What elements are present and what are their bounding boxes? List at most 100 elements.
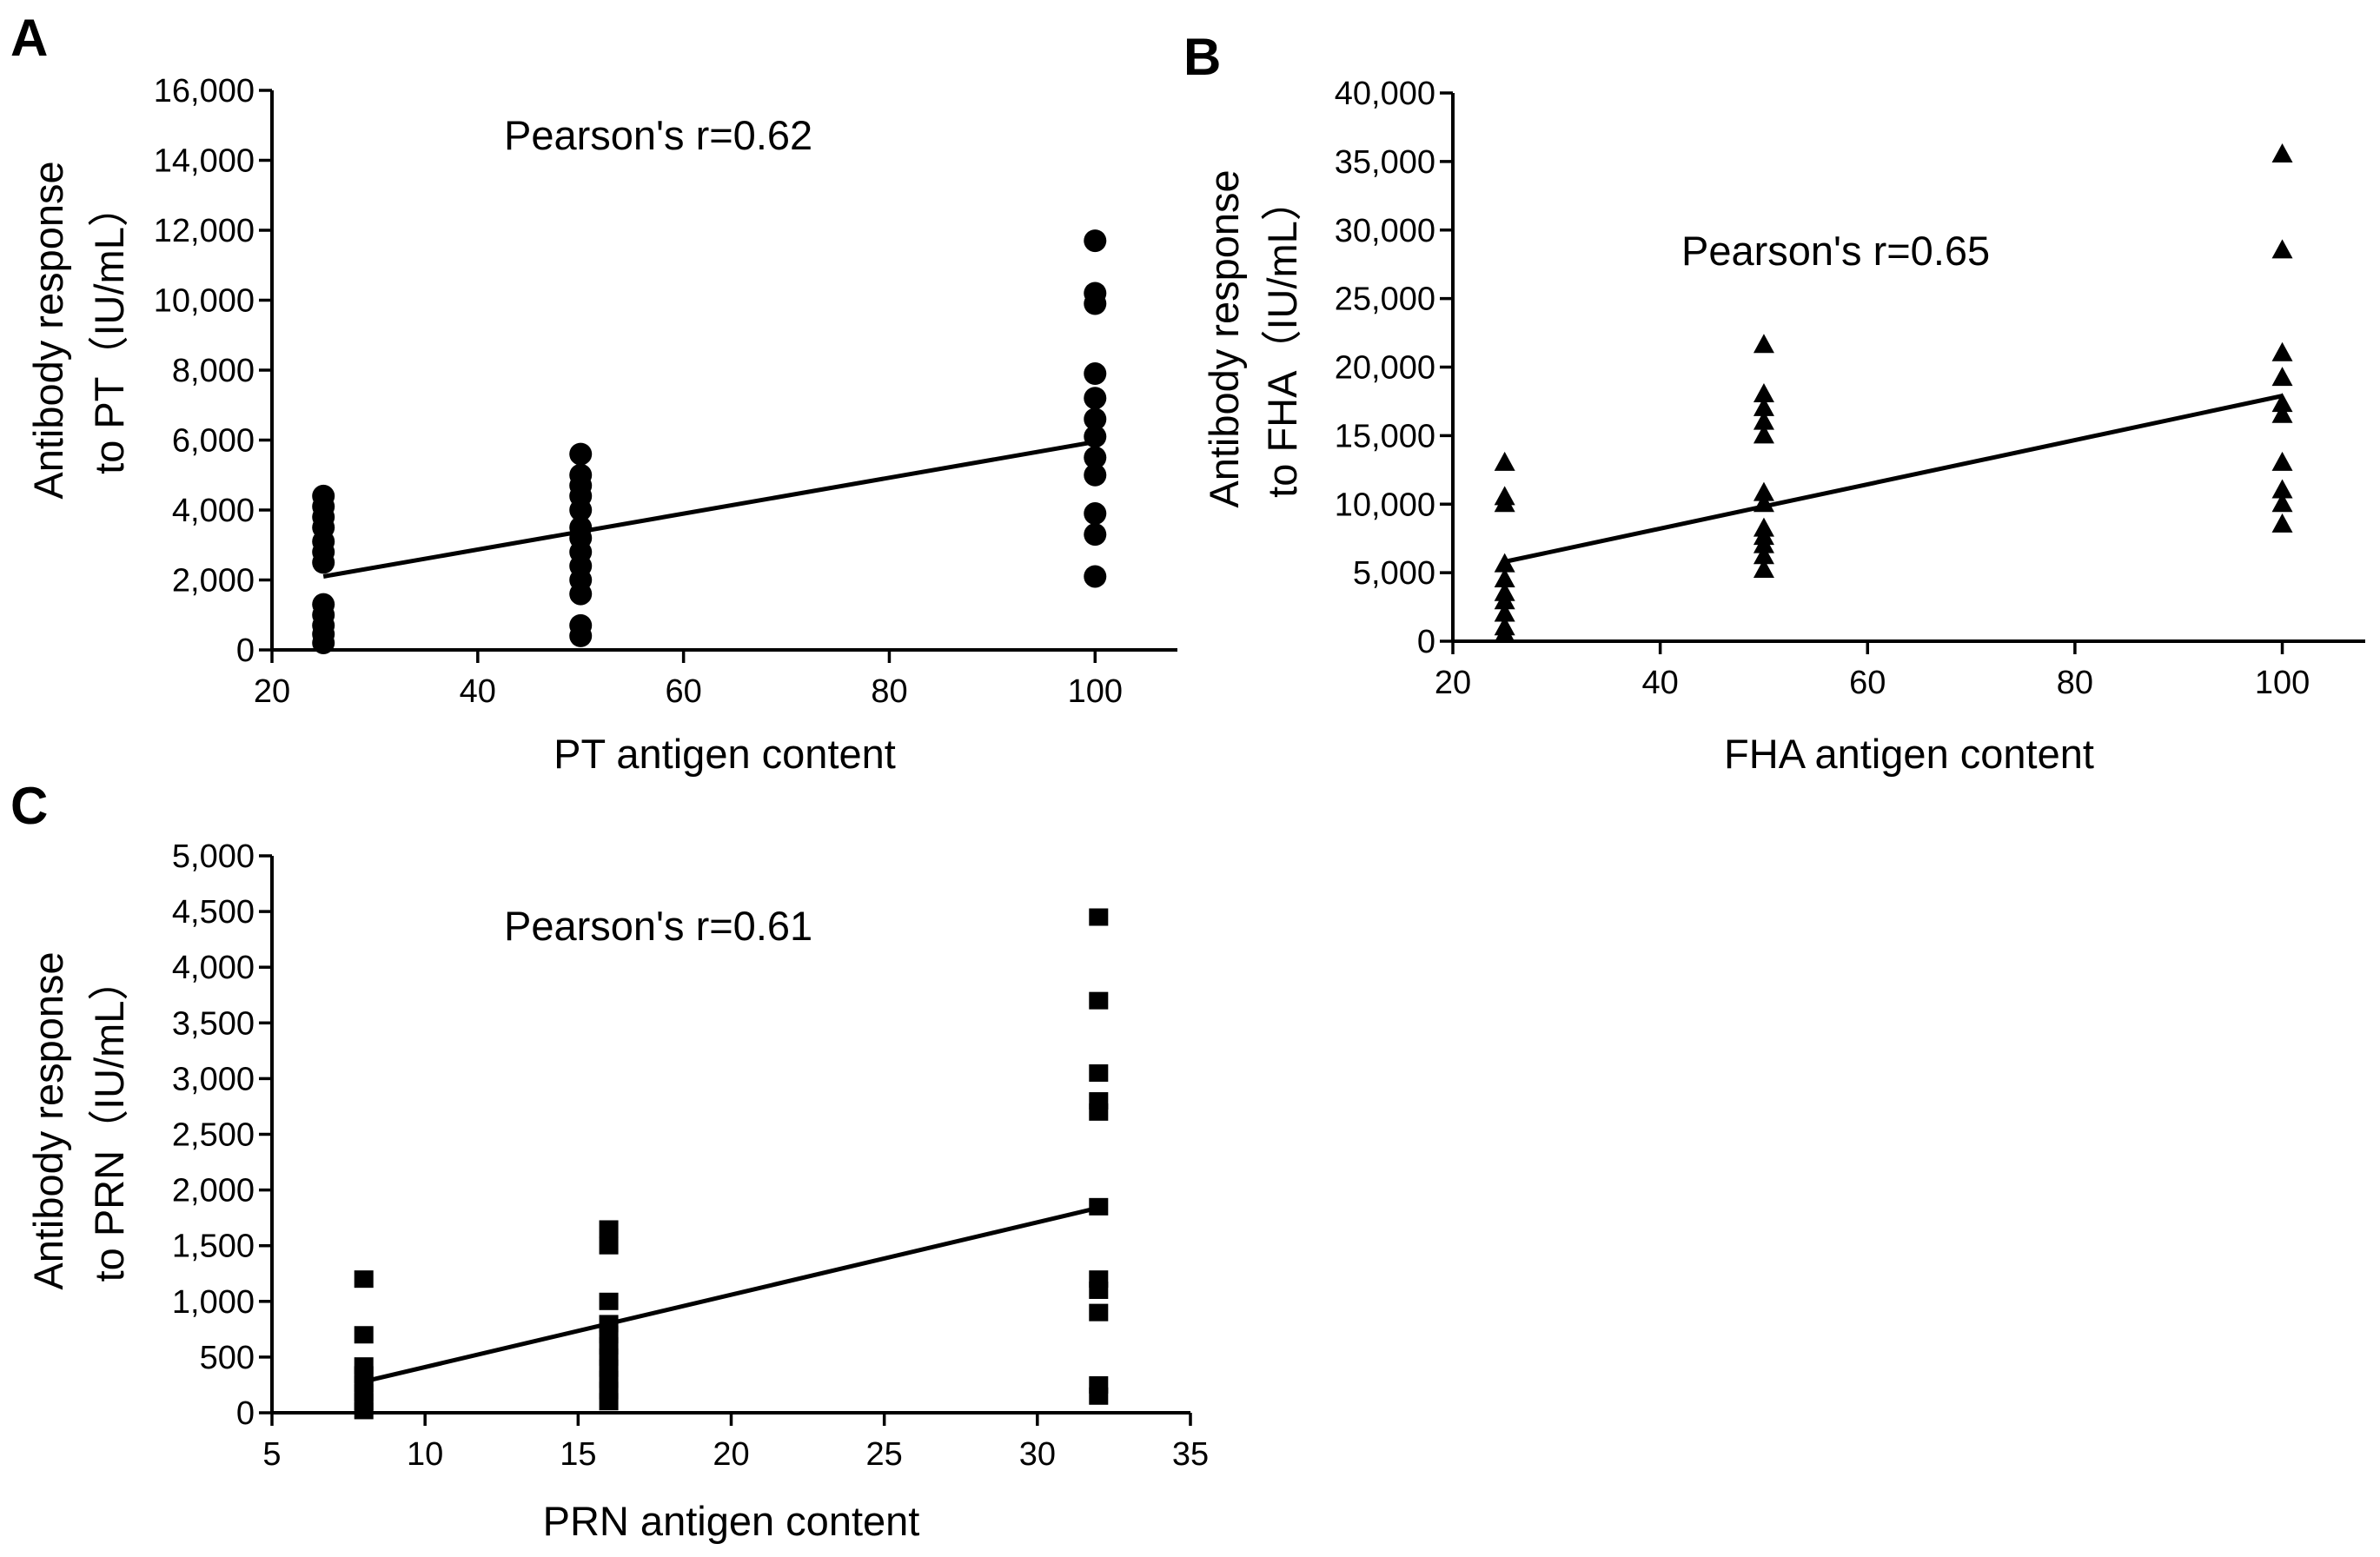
- panel-letter: B: [1183, 28, 1221, 86]
- data-point: [1753, 383, 1774, 403]
- data-point: [1089, 1375, 1109, 1394]
- x-tick-label: 20: [713, 1436, 749, 1473]
- data-point: [1084, 523, 1107, 547]
- data-point: [1494, 553, 1515, 573]
- y-tick-label: 8,000: [172, 353, 255, 389]
- panel-letter: A: [10, 9, 48, 67]
- data-point: [569, 613, 593, 637]
- data-point: [1753, 517, 1774, 537]
- y-tick-label: 12,000: [154, 213, 255, 249]
- data-point: [1084, 463, 1107, 487]
- y-tick-label: 35,000: [1335, 144, 1435, 181]
- data-point: [1089, 991, 1109, 1010]
- y-axis-title-line-2: to PT（IU/mL）: [86, 186, 132, 474]
- data-point: [1753, 493, 1774, 513]
- data-point: [1494, 616, 1515, 636]
- y-tick-label: 20,000: [1335, 350, 1435, 387]
- y-tick-label: 16,000: [154, 73, 255, 109]
- y-tick-label: 500: [200, 1340, 255, 1376]
- data-point: [1084, 387, 1107, 410]
- data-point: [569, 516, 593, 540]
- y-axis-title-line-2: to PRN（IU/mL）: [86, 960, 132, 1282]
- x-tick-label: 5: [262, 1436, 281, 1473]
- data-point: [354, 1270, 374, 1289]
- y-axis-title-line-2: to FHA（IU/mL）: [1259, 180, 1305, 498]
- data-point: [1753, 334, 1774, 354]
- data-point: [599, 1292, 619, 1310]
- x-tick-label: 20: [254, 673, 290, 710]
- y-tick-label: 2,500: [172, 1117, 255, 1154]
- data-point: [2271, 513, 2293, 533]
- data-point: [1494, 581, 1515, 601]
- data-point: [354, 1326, 374, 1344]
- pearson-annotation: Pearson's r=0.61: [504, 903, 812, 949]
- data-point: [1084, 229, 1107, 253]
- x-tick-label: 60: [1849, 665, 1886, 701]
- panel-c: C 0 500 1,000 1,500 2,000 2,500 3,000 3,500 4,000…: [10, 777, 1209, 1544]
- x-tick-label: 30: [1019, 1436, 1056, 1473]
- data-point: [2271, 341, 2293, 361]
- data-point: [312, 484, 335, 507]
- data-point: [599, 1236, 619, 1255]
- y-tick-label: 4,000: [172, 950, 255, 986]
- data-point: [1089, 908, 1109, 926]
- data-point: [1753, 396, 1774, 416]
- y-tick-label: 5,000: [172, 838, 255, 875]
- x-tick-label: 40: [1641, 665, 1678, 701]
- y-tick-label: 2,000: [172, 563, 255, 600]
- y-tick-label: 0: [236, 633, 255, 669]
- data-point: [1084, 425, 1107, 448]
- regression-line: [322, 440, 1096, 579]
- y-tick-label: 5,000: [1353, 555, 1435, 592]
- panel-a: A 0 2,000 4,000 6,000 8,000 10,000 12,000 14,000…: [10, 9, 1177, 777]
- x-tick-label: 35: [1172, 1436, 1209, 1473]
- data-point: [1494, 602, 1515, 622]
- data-point: [1753, 545, 1774, 565]
- data-point: [312, 593, 335, 616]
- data-point: [2271, 367, 2293, 387]
- x-axis-title: FHA antigen content: [1724, 731, 2094, 777]
- panel-letter: C: [10, 777, 48, 835]
- x-tick-label: 100: [1068, 673, 1123, 710]
- panel-b: B 0 5,000 10,000 15,000 20,000 25,000 30,000 35,…: [1183, 28, 2365, 777]
- data-point: [2271, 451, 2293, 471]
- x-axis-title: PT antigen content: [554, 731, 896, 777]
- y-tick-label: 1,500: [172, 1229, 255, 1265]
- data-point: [354, 1357, 374, 1375]
- y-tick-label: 40,000: [1335, 76, 1435, 112]
- y-tick-label: 2,000: [172, 1173, 255, 1209]
- data-point: [569, 463, 593, 487]
- y-tick-label: 15,000: [1335, 418, 1435, 454]
- x-tick-label: 40: [460, 673, 496, 710]
- data-point: [1084, 446, 1107, 469]
- y-tick-label: 14,000: [154, 143, 255, 180]
- data-point: [1089, 1197, 1109, 1216]
- x-tick-label: 80: [871, 673, 907, 710]
- regression-line: [363, 1205, 1099, 1384]
- pearson-annotation: Pearson's r=0.62: [504, 112, 812, 158]
- data-point: [1084, 565, 1107, 588]
- y-tick-label: 25,000: [1335, 282, 1435, 318]
- x-tick-label: 80: [2057, 665, 2093, 701]
- y-tick-label: 3,500: [172, 1005, 255, 1042]
- data-point: [1089, 1092, 1109, 1110]
- data-point: [2271, 142, 2293, 162]
- data-point: [569, 442, 593, 466]
- data-point: [1753, 481, 1774, 501]
- y-tick-label: 1,000: [172, 1284, 255, 1321]
- data-point: [2271, 393, 2293, 413]
- x-tick-label: 15: [560, 1436, 596, 1473]
- data-point: [1089, 1270, 1109, 1289]
- x-tick-label: 20: [1435, 665, 1471, 701]
- y-tick-label: 0: [236, 1395, 255, 1432]
- x-axis-title: PRN antigen content: [543, 1498, 920, 1544]
- y-tick-label: 10,000: [1335, 487, 1435, 523]
- y-tick-label: 4,500: [172, 894, 255, 931]
- data-point: [1084, 282, 1107, 305]
- data-point: [599, 1315, 619, 1333]
- data-point: [1753, 410, 1774, 430]
- y-axis-title-line-1: Antibody response: [1201, 169, 1247, 507]
- y-tick-label: 6,000: [172, 423, 255, 460]
- y-axis-title-line-1: Antibody response: [25, 951, 71, 1289]
- data-point: [1494, 486, 1515, 506]
